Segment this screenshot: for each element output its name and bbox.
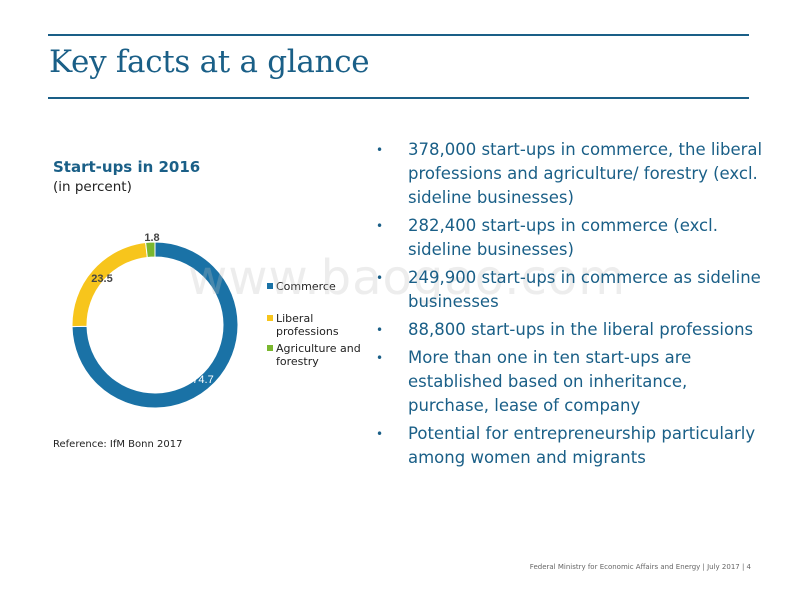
bullet-text: 378,000 start-ups in commerce, the liber… [408, 140, 763, 207]
legend-swatch-commerce [267, 283, 273, 289]
slice-commerce [71, 241, 239, 409]
bullet-text: 88,800 start-ups in the liberal professi… [408, 320, 754, 339]
legend-swatch-agriculture-forestry [267, 345, 273, 351]
legend-label-commerce: Commerce [276, 280, 336, 293]
bullet-item: • More than one in ten start-ups are esta… [372, 346, 772, 418]
bottom-rule [48, 97, 749, 99]
legend-item-liberal-professions: Liberal professions [267, 312, 366, 338]
bullet-item: • 249,900 start-ups in commerce as sideli… [372, 266, 772, 314]
data-label-agriculture-forestry: 1.8 [144, 232, 159, 244]
bullet-item: • 378,000 start-ups in commerce, the libe… [372, 138, 772, 210]
bullet-text: More than one in ten start-ups are estab… [408, 348, 692, 415]
bullet-icon: • [376, 351, 384, 365]
bullet-list: • 378,000 start-ups in commerce, the libe… [372, 138, 772, 474]
legend-swatch-liberal-professions [267, 315, 273, 321]
slide-title: Key facts at a glance [49, 44, 370, 80]
bullet-text: Potential for entrepreneurship particula… [408, 424, 756, 467]
bullet-icon: • [376, 271, 384, 285]
bullet-item: • 282,400 start-ups in commerce (excl. si… [372, 214, 772, 262]
legend-label-agriculture-forestry: Agriculture and forestry [276, 342, 361, 368]
bullet-icon: • [376, 219, 384, 233]
top-rule [48, 34, 749, 36]
legend-item-commerce: Commerce [267, 280, 366, 293]
bullet-item: • Potential for entrepreneurship particul… [372, 422, 772, 470]
chart-reference: Reference: IfM Bonn 2017 [53, 439, 183, 450]
chart-title: Start-ups in 2016 [53, 158, 201, 176]
bullet-text: 249,900 start-ups in commerce as sidelin… [408, 268, 761, 311]
bullet-icon: • [376, 323, 384, 337]
watermark: www.baogao.com [188, 250, 627, 306]
legend-label-liberal-professions: Liberal professions [276, 312, 339, 338]
slice-agriculture-forestry [145, 241, 156, 258]
data-label-liberal-professions: 23.5 [91, 273, 112, 285]
bullet-item: • 88,800 start-ups in the liberal profess… [372, 318, 772, 342]
data-label-commerce: 74.7 [192, 374, 213, 386]
slide-footer: Federal Ministry for Economic Affairs an… [529, 563, 751, 571]
bullet-icon: • [376, 427, 384, 441]
bullet-text: 282,400 start-ups in commerce (excl. sid… [408, 216, 718, 259]
legend-item-agriculture-forestry: Agriculture and forestry [267, 342, 366, 368]
chart-subtitle: (in percent) [53, 179, 132, 195]
bullet-icon: • [376, 143, 384, 157]
